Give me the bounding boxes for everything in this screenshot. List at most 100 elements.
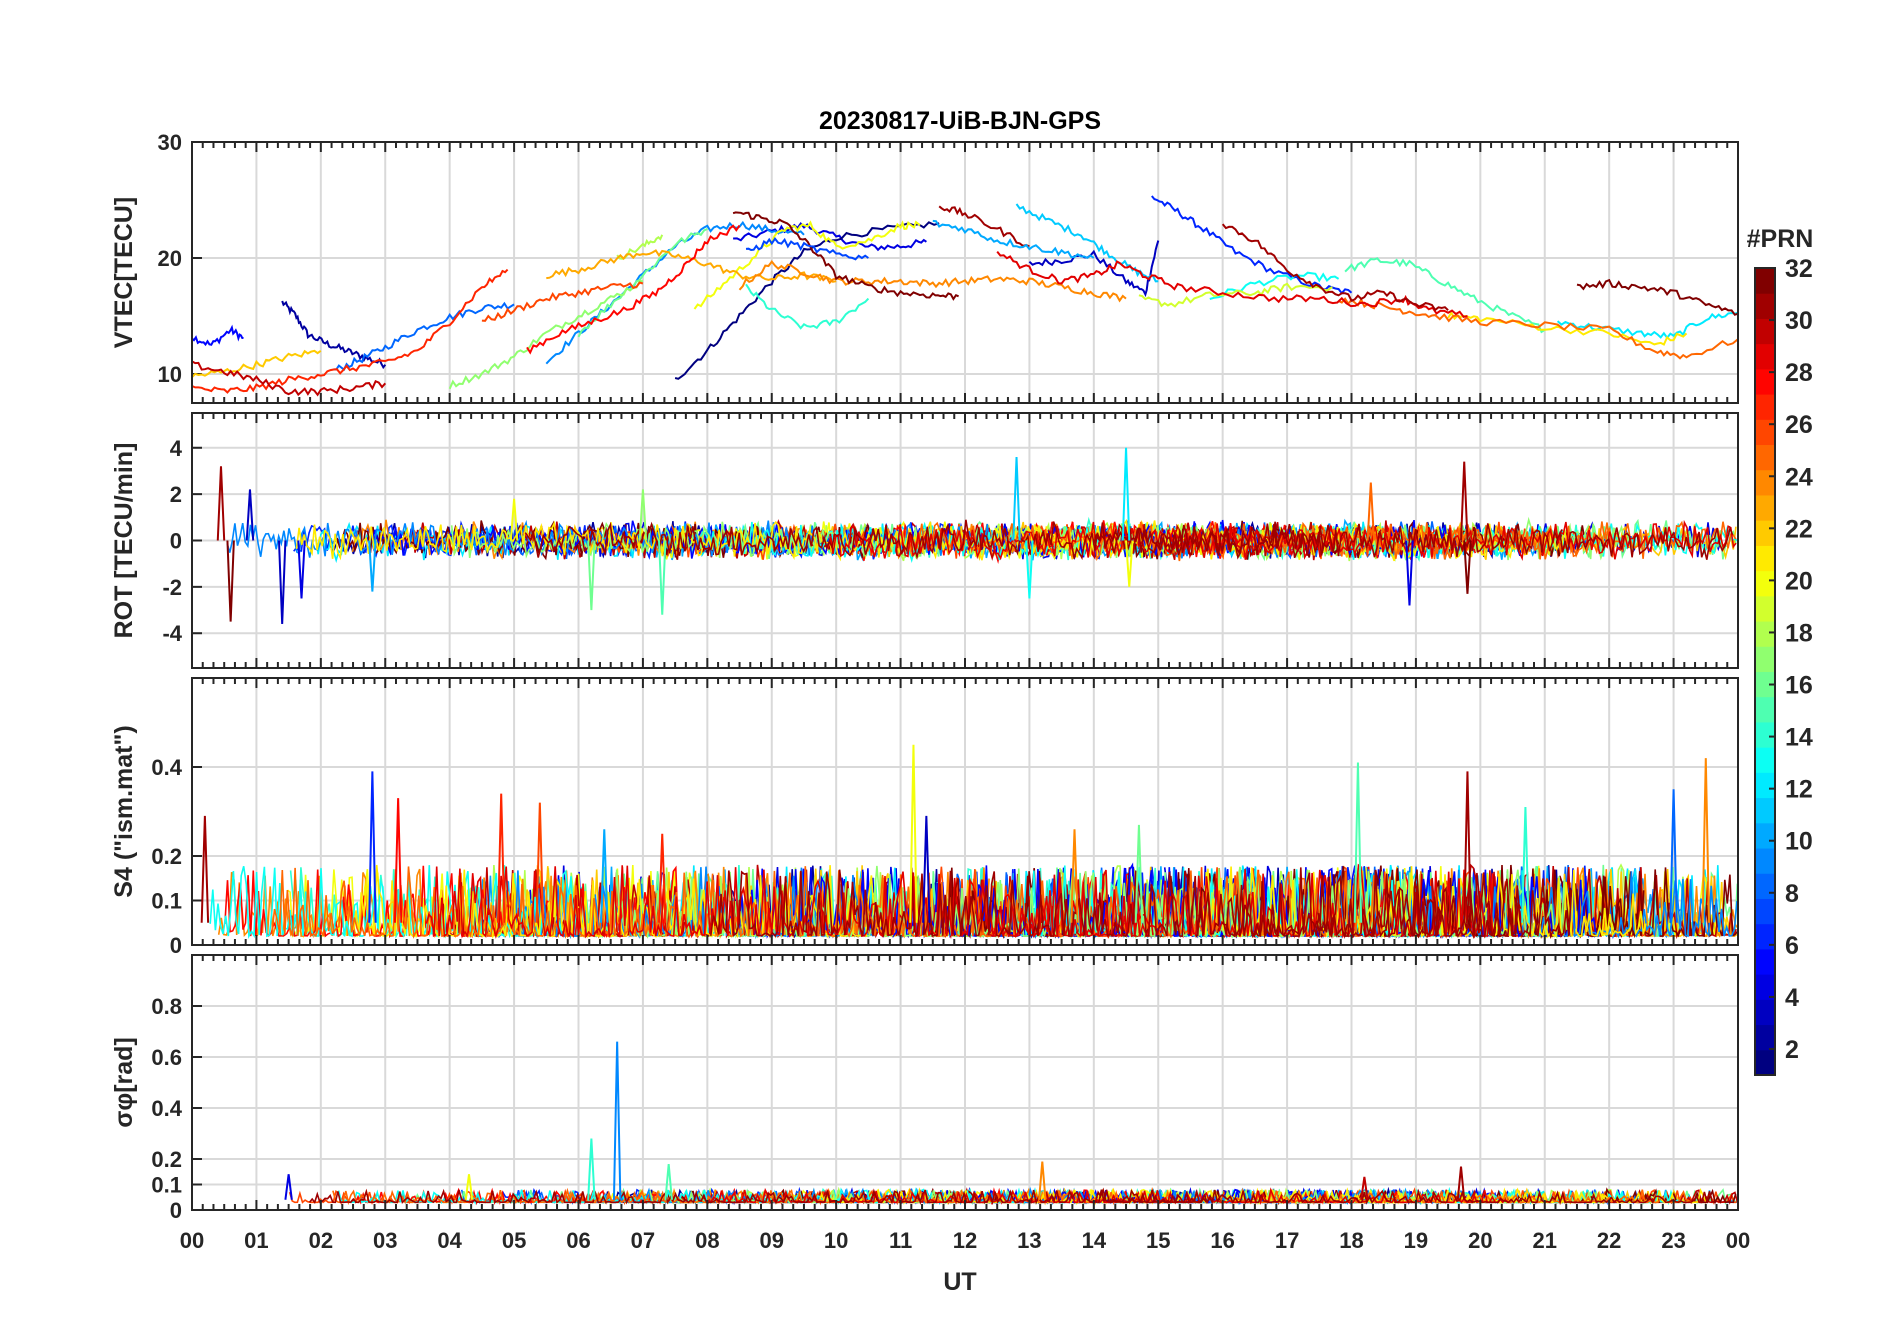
s4-spike: [1521, 807, 1530, 923]
sigma_phi-trace-prn31: [308, 1187, 1207, 1206]
y-tick-label: 0.4: [151, 1096, 182, 1121]
x-tick-label: 11: [889, 1228, 912, 1253]
y-tick-label: 0.4: [151, 755, 182, 780]
vtec-series-prn4: [733, 221, 927, 252]
colorbar-swatch-3: [1755, 999, 1775, 1026]
colorbar-swatch-4: [1755, 974, 1775, 1000]
y-tick-label: 0: [170, 1198, 182, 1223]
sigma_phi-trace-prn31: [1096, 1188, 1715, 1206]
colorbar-tick-label: 2: [1785, 1036, 1799, 1064]
s4-spike: [496, 793, 506, 923]
rot-spike: [1463, 540, 1472, 594]
s4-spike: [1134, 824, 1144, 923]
x-tick-label: 12: [953, 1228, 977, 1253]
colorbar-swatch-31: [1755, 293, 1775, 319]
colorbar-tick-label: 22: [1785, 515, 1813, 543]
s4-spike: [658, 833, 667, 923]
axes-frame: [191, 954, 1739, 1211]
x-tick-label: 08: [695, 1228, 719, 1253]
sigma_phi-spike: [612, 1041, 622, 1200]
vtec-series-prn28: [526, 224, 741, 355]
s4-spike: [393, 798, 403, 923]
y-tick-label: 10: [158, 362, 182, 387]
s4-spike: [909, 744, 918, 923]
data-layer: [192, 195, 1738, 397]
panel-sigma_phi: 00.10.2 0.4 0.6 0.8 σφ[rad]: [110, 954, 1739, 1223]
colorbar-title: #PRN: [1747, 225, 1814, 253]
data-layer: [200, 744, 1738, 940]
vtec-series-prn22: [192, 349, 322, 378]
y-tick-label: 0: [170, 529, 182, 554]
rot-spike: [638, 489, 648, 541]
s4-spike: [200, 815, 210, 923]
axes-frame: [191, 141, 1739, 404]
x-tick-label: 03: [373, 1228, 397, 1253]
vtec-series-prn24: [738, 259, 1127, 303]
vtec-series-prn5: [192, 324, 244, 347]
colorbar-swatch-26: [1755, 419, 1775, 446]
y-axis-label: σφ[rad]: [110, 1037, 138, 1128]
rot-spike: [1125, 540, 1134, 587]
s4-spike: [1669, 789, 1678, 923]
colorbar-swatch-16: [1755, 671, 1775, 698]
vtec-series-prn31: [938, 205, 1030, 248]
colorbar-swatch-30: [1755, 318, 1775, 345]
panel-s4: 0 0.1 0.2 0.4 S4 ("ism.mat"): [110, 677, 1739, 958]
colorbar-swatch-9: [1755, 848, 1775, 874]
colorbar-swatch-13: [1755, 747, 1775, 773]
x-tick-label: 02: [309, 1228, 333, 1253]
colorbar-swatch-17: [1755, 646, 1775, 672]
s4-trace-prn13: [209, 865, 575, 939]
colorbar-swatch-21: [1755, 545, 1775, 572]
x-tick-label: 06: [566, 1228, 590, 1253]
colorbar-swatch-12: [1755, 772, 1775, 799]
rot-spike: [245, 489, 255, 541]
sigma_phi-spike: [464, 1174, 474, 1200]
x-tick-label: 21: [1533, 1228, 1557, 1253]
sigma_phi-spike: [1456, 1166, 1466, 1200]
colorbar-tick-label: 16: [1785, 672, 1813, 700]
colorbar-swatch-6: [1755, 923, 1775, 950]
vtec-series-prn30: [192, 360, 387, 397]
colorbar-swatch-10: [1755, 822, 1775, 849]
rot-trace-prn25: [1201, 520, 1737, 560]
colorbar-swatch-11: [1755, 797, 1775, 824]
axes-frame: [191, 412, 1739, 669]
vtec-series-prn10: [932, 219, 1095, 259]
axes-frame: [191, 677, 1739, 946]
x-tick-label: 23: [1661, 1228, 1685, 1253]
colorbar-tick-label: 10: [1785, 828, 1813, 856]
colorbar-tick-label: 4: [1785, 984, 1799, 1012]
data-layer: [284, 1041, 1738, 1206]
x-tick-label: 00: [180, 1228, 204, 1253]
colorbar-swatch-7: [1755, 898, 1775, 925]
colorbar-swatch-14: [1755, 721, 1775, 748]
rot-spike: [658, 540, 667, 615]
y-tick-label: 0.2: [151, 1147, 182, 1172]
s4-spike: [1353, 762, 1363, 923]
colorbar-tick-label: 24: [1785, 463, 1813, 491]
s4-spike: [535, 802, 545, 923]
y-tick-label: 0.6: [151, 1045, 182, 1070]
vtec-series-prn7: [745, 237, 869, 261]
chart-title: 20230817-UiB-BJN-GPS: [819, 107, 1101, 135]
x-tick-label: 10: [824, 1228, 848, 1253]
panel-rot: -4 -2 0 2 4 ROT [TECU/min]: [110, 412, 1739, 669]
s4-spike: [1463, 771, 1472, 923]
data-layer: [216, 447, 1738, 624]
panel-vtec: 10 20 30 VTEC[TECU]: [110, 130, 1739, 404]
vtec-series-prn27: [192, 268, 509, 394]
rot-spike: [1012, 457, 1021, 541]
y-axis-label: S4 ("ism.mat"): [110, 725, 138, 897]
colorbar-tick-label: 6: [1785, 932, 1799, 960]
x-tick-label: 20: [1468, 1228, 1492, 1253]
x-tick-label: 15: [1146, 1228, 1170, 1253]
s4-trace-prn29: [425, 865, 1154, 939]
colorbar-tick-label: 18: [1785, 619, 1813, 647]
colorbar-tick-label: 14: [1785, 724, 1813, 752]
vtec-series-prn11: [1015, 203, 1159, 283]
y-tick-label: 30: [158, 130, 182, 155]
colorbar-swatch-18: [1755, 621, 1775, 647]
